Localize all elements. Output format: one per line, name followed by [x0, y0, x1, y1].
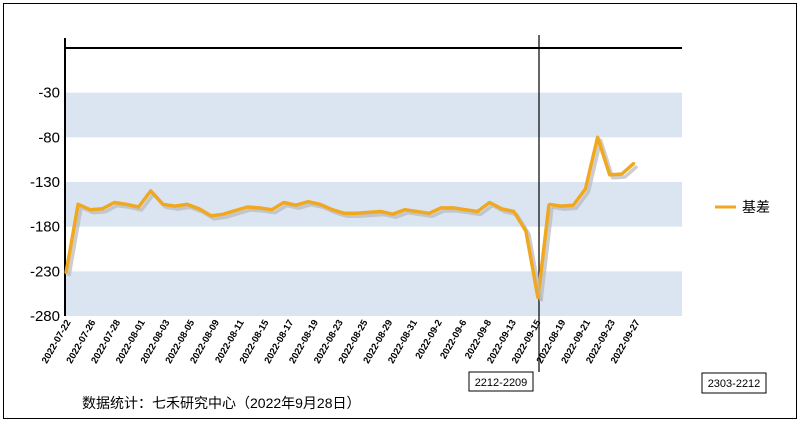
- data-point: [547, 203, 551, 206]
- data-point: [331, 208, 334, 211]
- legend: 基差: [715, 199, 770, 215]
- contract-label-2212-2209: 2212-2209: [475, 377, 528, 389]
- data-point: [524, 229, 528, 233]
- grid-band-1: [65, 92, 682, 138]
- data-point: [318, 203, 322, 206]
- data-point: [476, 210, 479, 213]
- series-connector-shadow: [539, 207, 554, 302]
- y-axis-ticks: -30 -80 -130 -180 -230 -280: [30, 85, 60, 325]
- data-point: [379, 210, 382, 213]
- contract-label-2303-2212: 2303-2212: [708, 378, 761, 390]
- data-point: [488, 201, 491, 204]
- contract-box-right-annotation: 2303-2212: [701, 372, 767, 394]
- legend-label-basis: 基差: [742, 199, 770, 215]
- series-connector: [536, 204, 551, 299]
- contract-box-2212-2209: [468, 371, 534, 392]
- data-point: [439, 206, 443, 210]
- y-tick-label: -280: [30, 308, 60, 325]
- data-point: [559, 204, 563, 208]
- data-point: [64, 271, 68, 275]
- data-point: [197, 207, 201, 210]
- data-point: [222, 212, 225, 216]
- series-line-2212-shadow: [551, 138, 639, 211]
- data-point: [632, 162, 636, 165]
- data-point: [246, 205, 249, 209]
- grid-band-3: [65, 271, 682, 316]
- y-tick-label: -30: [38, 85, 60, 102]
- y-tick-label: -230: [30, 263, 60, 280]
- data-point: [512, 210, 515, 213]
- x-axis-ticks: 2022-07-222022-07-262022-07-282022-08-01…: [40, 317, 643, 365]
- data-point: [355, 212, 358, 215]
- data-point: [173, 204, 177, 208]
- series-basis: [64, 135, 639, 302]
- data-point: [391, 212, 394, 216]
- data-point: [210, 214, 213, 218]
- data-point: [161, 203, 165, 206]
- data-point: [185, 203, 189, 206]
- data-point: [149, 189, 152, 193]
- data-point: [452, 206, 455, 210]
- data-point: [137, 205, 140, 209]
- contract-box-2303-2212: [701, 372, 767, 394]
- series-line-2209: [64, 189, 540, 299]
- data-point: [294, 204, 298, 207]
- data-point: [620, 172, 624, 176]
- series-line-2212: [548, 135, 636, 208]
- grid-bands: [65, 92, 682, 316]
- data-point: [584, 187, 587, 191]
- data-point: [427, 212, 431, 215]
- data-point: [89, 208, 92, 211]
- y-tick-label: -80: [38, 129, 60, 146]
- data-point: [306, 200, 310, 203]
- data-point: [282, 201, 286, 204]
- data-point: [125, 203, 128, 206]
- data-point: [500, 207, 503, 210]
- data-point: [415, 210, 419, 213]
- data-point: [234, 209, 237, 212]
- y-tick-label: -180: [30, 219, 60, 236]
- data-point: [536, 296, 540, 300]
- data-point: [101, 207, 104, 210]
- y-tick-label: -130: [30, 174, 60, 191]
- data-point: [596, 136, 599, 139]
- data-point: [76, 203, 80, 206]
- data-point: [608, 173, 611, 177]
- data-point: [113, 201, 116, 204]
- data-point: [258, 206, 261, 210]
- data-point: [464, 208, 467, 211]
- source-note: 数据统计：七禾研究中心（2022年9月28日）: [82, 395, 361, 411]
- data-point: [367, 211, 370, 214]
- contract-divider-annotation: 2212-2209: [468, 371, 534, 392]
- data-point: [403, 208, 407, 211]
- data-point: [270, 208, 273, 211]
- series-line-2209-shadow: [67, 192, 543, 302]
- data-point: [343, 212, 346, 215]
- data-point: [572, 204, 575, 207]
